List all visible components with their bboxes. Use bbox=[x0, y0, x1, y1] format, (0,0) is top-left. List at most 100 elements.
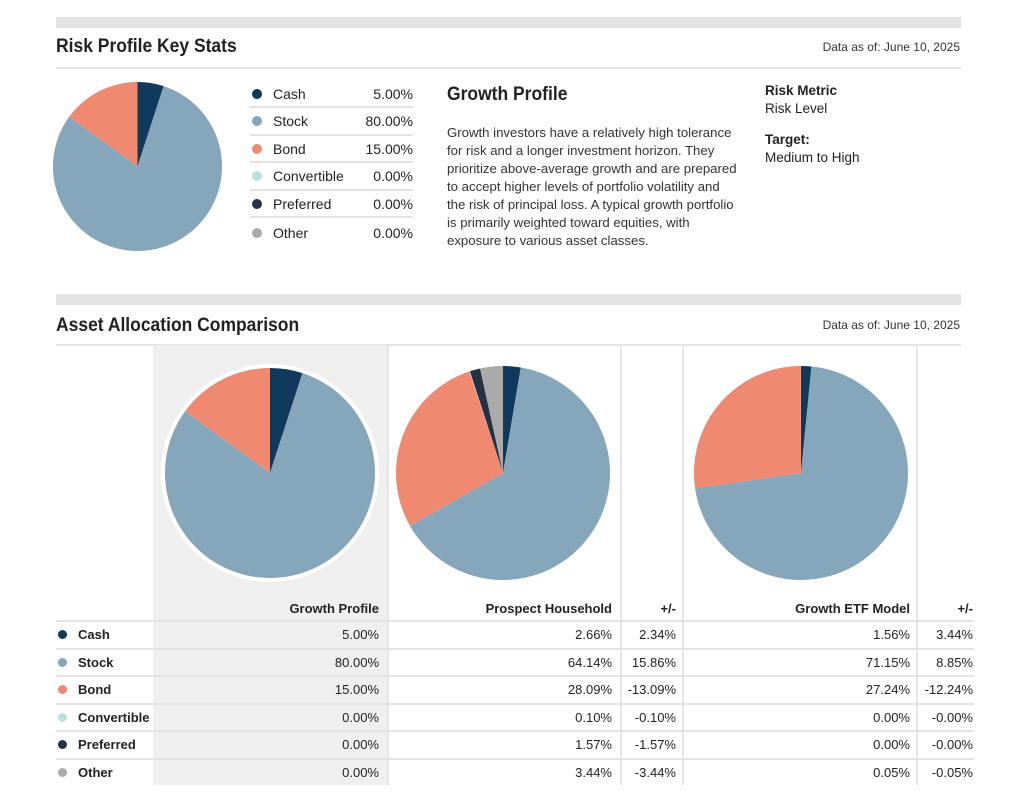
cell-household: 3.44% bbox=[575, 764, 612, 780]
row-label-text: Other bbox=[78, 764, 113, 780]
row-label-bond: Bond bbox=[56, 676, 111, 703]
growth-etf-model-pie-chart bbox=[694, 366, 908, 580]
legend-value: 0.00% bbox=[373, 195, 413, 212]
growth-profile-pie-chart bbox=[161, 364, 379, 582]
row-label-cash: Cash bbox=[56, 621, 110, 648]
header-growth-profile: Growth Profile bbox=[289, 601, 379, 616]
pie-slice-bond bbox=[694, 366, 801, 489]
legend-item-preferred: Preferred 0.00% bbox=[250, 191, 413, 219]
legend-dot-icon bbox=[58, 685, 67, 694]
legend-item-stock: Stock 80.00% bbox=[250, 109, 413, 136]
cell-diff2: -12.24% bbox=[924, 682, 973, 697]
cell-household: 2.66% bbox=[575, 627, 612, 642]
cell-household: 1.57% bbox=[575, 737, 612, 752]
legend-value: 0.00% bbox=[373, 168, 413, 185]
cell-diff2: -0.00% bbox=[931, 737, 973, 752]
legend-dot-icon bbox=[252, 198, 262, 209]
header-diff-etf: +/- bbox=[957, 601, 973, 616]
cell-growth: 15.00% bbox=[334, 682, 379, 697]
row-label-text: Stock bbox=[78, 654, 114, 670]
header-prospect-household: Prospect Household bbox=[485, 601, 612, 616]
key-stats-as-of: Data as of: June 10, 2025 bbox=[822, 40, 960, 54]
cell-growth: 0.00% bbox=[342, 709, 379, 725]
legend-label: Bond bbox=[273, 140, 306, 157]
legend-dot-icon bbox=[58, 657, 67, 667]
legend-dot-icon bbox=[252, 88, 262, 99]
cell-diff1: -1.57% bbox=[634, 737, 676, 752]
cell-household: 64.14% bbox=[567, 654, 612, 670]
pie-slice-cash bbox=[801, 366, 812, 473]
pie-slice-stock bbox=[695, 366, 908, 580]
profile-title: Growth Profile bbox=[447, 84, 568, 105]
pie-slice-preferred bbox=[469, 368, 503, 473]
column-separator bbox=[620, 345, 622, 785]
legend-dot-icon bbox=[252, 143, 262, 154]
legend-label: Convertible bbox=[273, 168, 344, 185]
key-stats-title: Risk Profile Key Stats bbox=[56, 36, 237, 57]
cell-growth: 0.00% bbox=[342, 764, 379, 780]
pie-slice-cash bbox=[270, 368, 303, 473]
cell-diff1: 15.86% bbox=[631, 654, 676, 670]
key-stats-pie-chart bbox=[52, 82, 223, 252]
legend-value: 0.00% bbox=[373, 224, 413, 241]
row-label-stock: Stock bbox=[56, 649, 113, 676]
pie-slice-bond bbox=[185, 368, 270, 473]
legend-item-bond: Bond 15.00% bbox=[250, 136, 413, 164]
divider bbox=[56, 67, 961, 69]
column-separator bbox=[916, 345, 918, 785]
cell-diff2: -0.05% bbox=[931, 764, 973, 780]
prospect-household-pie-chart bbox=[396, 366, 610, 580]
row-divider bbox=[56, 647, 974, 650]
cell-etf: 0.00% bbox=[873, 709, 910, 725]
profile-description: Growth investors have a relatively high … bbox=[447, 125, 737, 248]
legend-item-cash: Cash 5.00% bbox=[250, 81, 413, 108]
row-label-text: Bond bbox=[78, 682, 112, 697]
cell-etf: 27.24% bbox=[865, 682, 910, 697]
legend-item-convertible: Convertible 0.00% bbox=[250, 164, 413, 191]
cell-etf: 1.56% bbox=[873, 627, 910, 642]
legend-dot-icon bbox=[58, 712, 67, 722]
column-separator bbox=[682, 345, 684, 785]
cell-diff1: -3.44% bbox=[634, 764, 676, 780]
legend-dot-icon bbox=[58, 767, 67, 777]
legend-value: 15.00% bbox=[365, 140, 413, 157]
legend-label: Other bbox=[273, 224, 309, 241]
pie-slice-stock bbox=[409, 367, 610, 580]
cell-growth: 0.00% bbox=[342, 737, 379, 752]
cell-etf: 0.05% bbox=[873, 764, 910, 780]
cell-diff1: -13.09% bbox=[627, 682, 676, 697]
pie-slice-stock bbox=[52, 86, 223, 252]
row-label-convertible: Convertible bbox=[56, 704, 150, 731]
row-divider bbox=[56, 757, 974, 760]
risk-metric-value: Risk Level bbox=[765, 101, 828, 116]
target-label: Target: bbox=[765, 132, 810, 147]
pie-slice-bond bbox=[69, 82, 138, 167]
row-label-text: Preferred bbox=[78, 737, 136, 752]
risk-metric-label: Risk Metric bbox=[765, 83, 838, 98]
cell-etf: 71.15% bbox=[865, 654, 910, 670]
pie-slice-other bbox=[480, 366, 503, 473]
legend-label: Preferred bbox=[273, 195, 332, 212]
section-divider bbox=[56, 17, 961, 28]
row-label-preferred: Preferred bbox=[56, 731, 136, 758]
legend-label: Stock bbox=[273, 113, 309, 130]
legend-dot-icon bbox=[252, 116, 262, 127]
header-diff-household: +/- bbox=[660, 601, 676, 616]
cell-diff2: 3.44% bbox=[936, 627, 973, 642]
legend-dot-icon bbox=[58, 630, 67, 639]
row-label-other: Other bbox=[56, 759, 113, 786]
legend-dot-icon bbox=[58, 740, 67, 749]
legend-dot-icon bbox=[252, 171, 262, 182]
column-separator bbox=[387, 345, 389, 785]
legend-item-other: Other 0.00% bbox=[250, 219, 413, 246]
row-divider bbox=[56, 675, 974, 677]
pie-slice-bond bbox=[396, 371, 503, 526]
pie-slice-cash bbox=[503, 366, 521, 473]
comparison-title: Asset Allocation Comparison bbox=[56, 315, 300, 336]
row-divider bbox=[56, 620, 974, 622]
target-value: Medium to High bbox=[765, 150, 860, 165]
legend-value: 5.00% bbox=[373, 85, 413, 102]
pie-slice-cash bbox=[137, 82, 164, 167]
section-divider bbox=[56, 294, 961, 305]
legend-dot-icon bbox=[252, 227, 262, 238]
